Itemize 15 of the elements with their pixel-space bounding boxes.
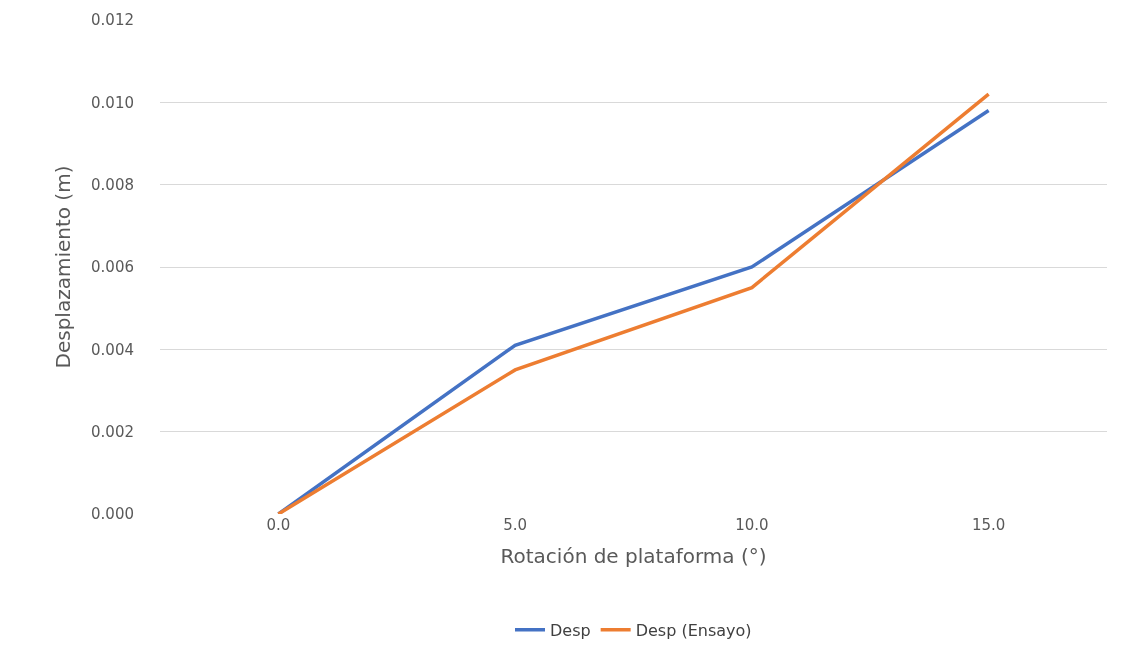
y-axis-title: Desplazamiento (m) bbox=[50, 165, 75, 369]
x-tick-label: 5.0 bbox=[503, 516, 528, 534]
legend-label: Desp bbox=[550, 620, 591, 640]
x-tick-label: 10.0 bbox=[735, 516, 769, 534]
x-tick-label: 0.0 bbox=[266, 516, 291, 534]
x-tick-label: 15.0 bbox=[971, 516, 1006, 534]
y-tick-label: 0.006 bbox=[91, 258, 134, 277]
y-tick-label: 0.010 bbox=[91, 93, 134, 112]
y-tick-label: 0.004 bbox=[91, 340, 134, 359]
x-axis-title: Rotación de plataforma (°) bbox=[500, 543, 767, 568]
y-tick-label: 0.002 bbox=[91, 422, 134, 441]
y-tick-label: 0.012 bbox=[91, 11, 134, 30]
y-tick-label: 0.000 bbox=[91, 505, 134, 524]
y-tick-label: 0.008 bbox=[91, 175, 134, 194]
legend-label: Desp (Ensayo) bbox=[635, 620, 752, 640]
